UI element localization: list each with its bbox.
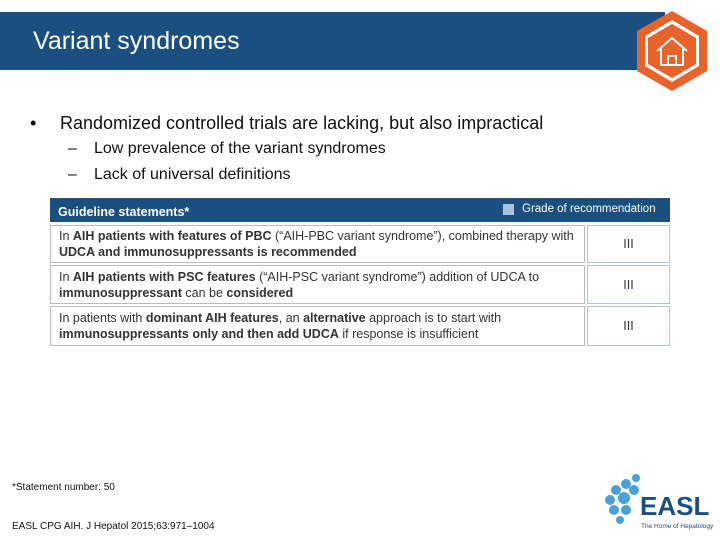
text: approach is to start with <box>365 311 505 325</box>
bold-text: considered <box>226 285 294 300</box>
logo-dots <box>605 474 640 524</box>
text: In patients with <box>59 311 146 325</box>
grade: III <box>587 306 670 346</box>
sub-text: Lack of universal definitions <box>94 166 291 183</box>
title-bar <box>0 12 665 70</box>
home-icon[interactable] <box>632 8 712 94</box>
bold-text: AIH patients with PSC features <box>72 269 256 284</box>
text: can be <box>181 285 227 300</box>
text: , an <box>278 311 304 325</box>
legend-swatch <box>503 204 514 215</box>
legend-text: Grade of recommendation <box>522 203 656 215</box>
bold-text: UDCA and immunosuppressants is recommend… <box>59 245 357 259</box>
sub-text: Low prevalence of the variant syndromes <box>94 140 386 157</box>
statement: In AIH patients with features of PBC (“A… <box>59 228 576 260</box>
logo: EASL The Home of Hepatology <box>605 474 714 530</box>
table-header: Guideline statements* Grade of recommend… <box>50 198 670 222</box>
bold-text: AIH patients with features of PBC <box>72 229 272 243</box>
text: if response is insufficient <box>338 327 479 341</box>
logo-name: EASL <box>640 491 709 521</box>
statement: In AIH patients with PSC features (“AIH-… <box>59 269 576 301</box>
footnote: EASL CPG AIH. J Hepatol 2015;63:971–1004 <box>12 521 215 532</box>
bold-text: immunosuppressants only and then add UDC… <box>59 327 339 341</box>
text: In <box>59 229 73 243</box>
sub-bullet: – Lack of universal definitions <box>68 166 291 183</box>
statement: In patients with dominant AIH features, … <box>59 310 576 342</box>
header-text: Guideline statements* <box>58 205 190 219</box>
bold-text: immunosuppressant <box>59 285 182 300</box>
logo-tagline: The Home of Hepatology <box>641 523 714 530</box>
table-row: In patients with dominant AIH features, … <box>50 306 585 346</box>
table-row: In AIH patients with PSC features (“AIH-… <box>50 265 585 304</box>
table-row: In AIH patients with features of PBC (“A… <box>50 225 585 263</box>
house <box>656 36 688 66</box>
grade: III <box>587 225 670 263</box>
bullet: • Randomized controlled trials are lackin… <box>30 113 544 133</box>
text: In <box>59 269 73 284</box>
sub-bullet: – Low prevalence of the variant syndromes <box>68 140 386 157</box>
footnote: *Statement number: 50 <box>12 482 115 493</box>
text: (“AIH-PBC variant syndrome”), combined t… <box>271 229 578 243</box>
bullet-text: Randomized controlled trials are lacking… <box>60 113 544 133</box>
grade: III <box>587 265 670 304</box>
bold-text: alternative <box>303 311 366 325</box>
text: (“AIH-PSC variant syndrome”) addition of… <box>255 269 543 284</box>
title: Variant syndromes <box>33 27 240 55</box>
bold-text: dominant AIH features <box>145 311 279 325</box>
